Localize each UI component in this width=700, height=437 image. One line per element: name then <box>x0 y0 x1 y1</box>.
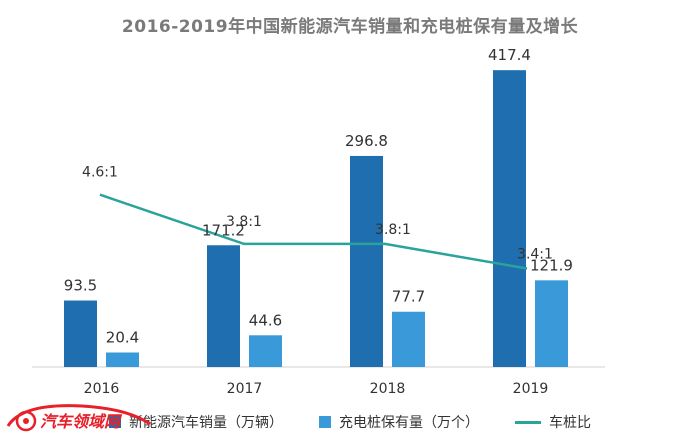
ratio-label-2018: 3.8:1 <box>375 222 411 238</box>
data-label-chargers-2018: 77.7 <box>392 288 425 306</box>
legend-item-chargers: 充电桩保有量（万个） <box>319 412 479 432</box>
data-label-chargers-2017: 44.6 <box>249 311 282 329</box>
legend-item-sales: 新能源汽车销量（万辆） <box>109 412 283 432</box>
x-tick-label-2016: 2016 <box>84 381 120 397</box>
data-label-sales-2018: 296.8 <box>345 132 388 150</box>
x-tick-label-2018: 2018 <box>370 381 406 397</box>
bar-chargers-2019 <box>535 280 568 367</box>
x-tick-label-2017: 2017 <box>227 381 263 397</box>
legend-label-chargers: 充电桩保有量（万个） <box>339 415 479 431</box>
legend: 新能源汽车销量（万辆） 充电桩保有量（万个） 车桩比 <box>0 410 700 434</box>
car-logo-icon <box>6 404 151 432</box>
legend-swatch-sales <box>109 416 121 428</box>
ratio-series-line <box>99 193 528 270</box>
data-label-chargers-2016: 20.4 <box>106 328 139 346</box>
bar-sales-2019 <box>493 70 526 367</box>
watermark-text: 汽车领域网 <box>40 412 121 431</box>
legend-label-sales: 新能源汽车销量（万辆） <box>129 415 283 431</box>
data-label-sales-2019: 417.4 <box>488 46 531 64</box>
data-label-sales-2017: 171.2 <box>202 221 245 239</box>
ratio-label-2016: 4.6:1 <box>82 165 118 181</box>
bar-sales-2017 <box>207 245 240 367</box>
bar-chargers-2018 <box>392 311 425 367</box>
bar-chargers-2016 <box>106 352 139 367</box>
legend-swatch-ratio <box>515 420 541 424</box>
legend-item-ratio: 车桩比 <box>515 412 591 432</box>
data-label-sales-2016: 93.5 <box>64 277 97 295</box>
bar-sales-2016 <box>64 300 97 367</box>
chart-title: 2016-2019年中国新能源汽车销量和充电桩保有量及增长 <box>121 17 579 37</box>
legend-swatch-chargers <box>319 416 331 428</box>
x-tick-label-2019: 2019 <box>513 381 549 397</box>
ratio-label-2017: 3.8:1 <box>226 214 262 230</box>
ratio-label-2019: 3.4:1 <box>517 247 553 263</box>
bar-chargers-2017 <box>249 335 282 367</box>
legend-label-ratio: 车桩比 <box>549 415 591 431</box>
data-label-chargers-2019: 121.9 <box>530 256 573 274</box>
bar-sales-2018 <box>350 155 383 367</box>
